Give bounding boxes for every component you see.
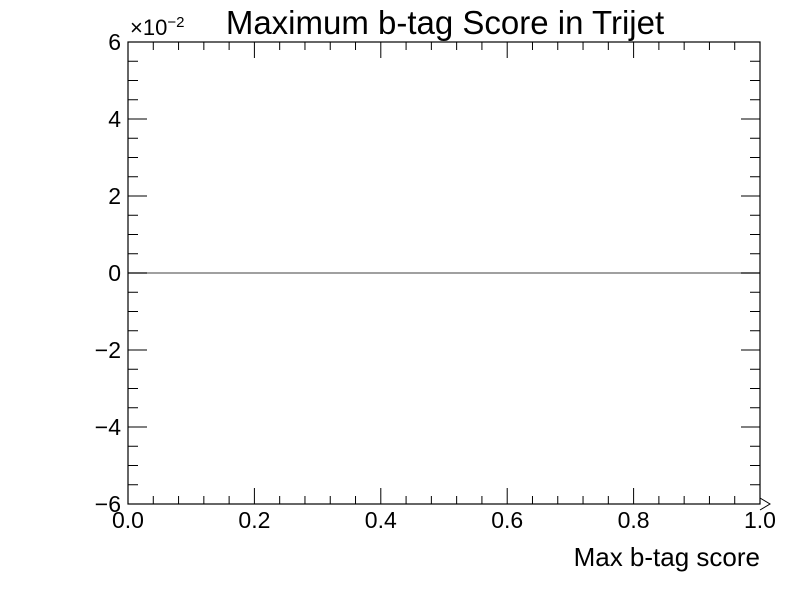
x-axis-label: Max b-tag score [574,542,760,572]
y-tick-label: 2 [108,183,121,209]
plot-frame [127,41,761,505]
y-tick-label: −6 [95,491,121,517]
x-tick-label: 0.8 [618,507,650,533]
y-multiplier-base: ×10 [130,15,167,40]
x-axis-arrow [759,497,771,511]
x-tick-label: 0.0 [112,507,144,533]
y-tick-label: −4 [95,414,121,440]
y-tick-label: 4 [108,106,121,132]
x-tick-label: 0.4 [365,507,397,533]
x-tick-label: 0.6 [491,507,523,533]
labels-layer: 0.0 0.2 0.4 0.6 0.8 1.0 6 4 2 0 −2 −4 −6 [95,29,776,533]
y-tick-label: 6 [108,29,121,55]
ticks-layer [127,41,761,505]
y-axis-multiplier: ×10−2 [130,14,184,40]
y-multiplier-exponent: −2 [167,14,184,31]
y-tick-label: 0 [108,260,121,286]
chart-title: Maximum b-tag Score in Trijet [226,4,664,41]
y-tick-label: −2 [95,337,121,363]
x-tick-label: 0.2 [238,507,270,533]
x-tick-label: 1.0 [744,507,776,533]
